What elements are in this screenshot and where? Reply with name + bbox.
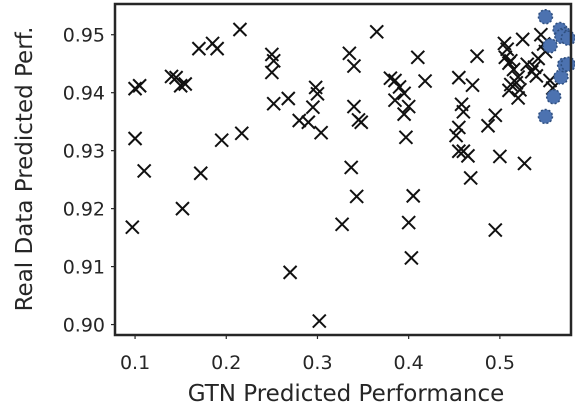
x-marker-point (410, 50, 425, 65)
x-marker-point (125, 219, 140, 235)
x-marker-point (448, 128, 464, 143)
x-marker-point (451, 144, 467, 159)
x-marker-point (354, 115, 369, 130)
x-marker-point (209, 41, 225, 56)
x-marker-point (506, 62, 521, 77)
x-marker-point (281, 91, 296, 106)
y-tick-label: 0.90 (63, 315, 105, 337)
x-marker-point (234, 126, 249, 141)
y-tick-label: 0.92 (63, 199, 105, 221)
y-tick-label: 0.95 (63, 25, 105, 47)
x-marker-point (292, 113, 307, 128)
x-marker-point (387, 73, 403, 88)
y-ticks: 0.90 0.91 0.92 0.93 0.94 0.95 (63, 25, 115, 337)
x-marker-point (503, 77, 519, 92)
x-marker-point (456, 104, 471, 120)
x-marker-point (264, 65, 280, 80)
x-marker-point (232, 22, 248, 37)
x-marker-point (349, 189, 364, 204)
x-marker-point (342, 46, 357, 61)
plot-frame (113, 2, 573, 337)
x-marker-point (193, 166, 208, 181)
x-marker-point (191, 41, 207, 56)
x-marker-point (469, 48, 485, 64)
x-marker-point (398, 130, 414, 145)
x-marker-point (488, 222, 503, 238)
x-marker-point (404, 250, 419, 266)
x-marker-point (305, 99, 321, 115)
x-marker-point (334, 217, 350, 232)
x-tick-label: 0.2 (211, 352, 241, 374)
x-marker-point (173, 78, 188, 93)
x-marker-point (127, 81, 143, 96)
x-marker-point (312, 313, 327, 329)
x-marker-point (266, 53, 281, 69)
y-tick-label: 0.91 (63, 257, 105, 279)
x-marker-point (132, 78, 147, 93)
x-marker-point (451, 120, 467, 135)
y-axis-label: Real Data Predicted Perf. (12, 27, 38, 312)
x-marker-point (266, 96, 281, 111)
x-marker-point (301, 115, 316, 130)
x-tick-label: 0.5 (485, 352, 515, 374)
x-marker-point (406, 188, 421, 204)
x-ticks: 0.1 0.2 0.3 0.4 0.5 (120, 335, 515, 374)
x-marker-point (529, 68, 544, 84)
x-marker-point (369, 24, 384, 40)
x-marker-point (168, 70, 184, 85)
x-marker-point (492, 149, 508, 164)
x-marker-point (465, 77, 480, 93)
x-marker-point (127, 131, 143, 146)
x-marker-point (480, 118, 496, 133)
x-marker-point (396, 106, 412, 122)
x-marker-point (463, 170, 478, 186)
x-marker-point (214, 133, 229, 148)
x-marker-point (520, 57, 535, 72)
highlight-point (560, 30, 575, 46)
x-tick-label: 0.3 (302, 352, 332, 374)
x-marker-point (392, 79, 407, 95)
x-marker-point (417, 73, 433, 89)
x-marker-point (396, 86, 412, 101)
x-marker-point (310, 86, 325, 102)
x-marker-point (515, 32, 530, 47)
x-marker-point (517, 156, 532, 171)
x-axis-label: GTN Predicted Performance (188, 381, 505, 407)
highlight-point (560, 56, 575, 73)
highlight-point (545, 88, 562, 105)
x-marker-point (175, 201, 190, 216)
x-marker-point (344, 160, 359, 175)
x-marker-point (346, 58, 362, 74)
highlight-point (542, 37, 558, 54)
x-tick-label: 0.1 (120, 352, 150, 374)
x-marker-point (178, 76, 193, 92)
x-marker-point (387, 93, 403, 108)
y-tick-label: 0.93 (63, 141, 105, 163)
x-marker-point (346, 99, 362, 114)
x-marker-point (451, 70, 467, 85)
y-tick-label: 0.94 (63, 83, 105, 105)
data-points (125, 9, 575, 329)
x-marker-point (456, 144, 471, 159)
x-marker-point (136, 163, 152, 179)
x-marker-point (313, 125, 329, 140)
highlight-point (537, 9, 554, 25)
x-marker-point (401, 215, 416, 230)
highlight-point (537, 108, 554, 125)
x-marker-point (498, 50, 513, 65)
x-marker-point (282, 265, 298, 280)
x-marker-point (533, 27, 549, 42)
x-marker-point (488, 108, 503, 123)
x-tick-label: 0.4 (394, 352, 424, 374)
x-marker-point (401, 99, 416, 114)
x-marker-point (510, 90, 526, 106)
x-marker-point (527, 59, 542, 75)
